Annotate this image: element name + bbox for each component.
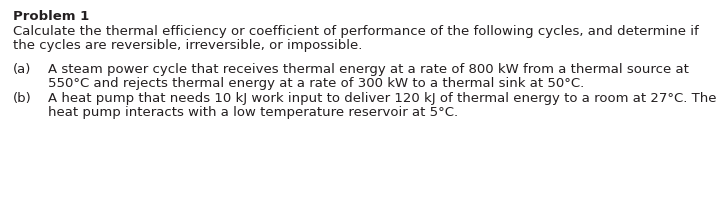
Text: heat pump interacts with a low temperature reservoir at 5°C.: heat pump interacts with a low temperatu… <box>48 106 458 119</box>
Text: A heat pump that needs 10 kJ work input to deliver 120 kJ of thermal energy to a: A heat pump that needs 10 kJ work input … <box>48 91 716 104</box>
Text: 550°C and rejects thermal energy at a rate of 300 kW to a thermal sink at 50°C.: 550°C and rejects thermal energy at a ra… <box>48 77 584 90</box>
Text: (a): (a) <box>13 62 32 76</box>
Text: Calculate the thermal efficiency or coefficient of performance of the following : Calculate the thermal efficiency or coef… <box>13 25 698 37</box>
Text: (b): (b) <box>13 91 32 104</box>
Text: Problem 1: Problem 1 <box>13 10 89 23</box>
Text: the cycles are reversible, irreversible, or impossible.: the cycles are reversible, irreversible,… <box>13 39 362 52</box>
Text: A steam power cycle that receives thermal energy at a rate of 800 kW from a ther: A steam power cycle that receives therma… <box>48 62 689 76</box>
